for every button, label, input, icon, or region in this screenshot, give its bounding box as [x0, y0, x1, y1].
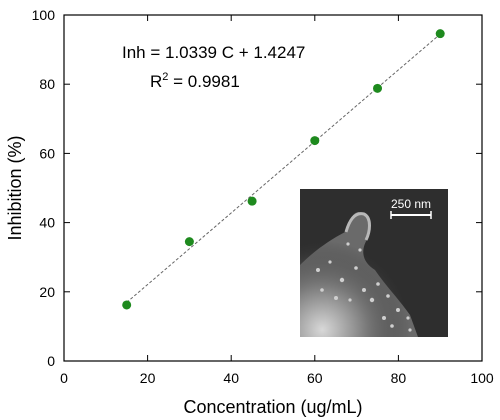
- x-tick-label: 80: [391, 370, 407, 386]
- x-tick-label: 40: [223, 370, 239, 386]
- inset-micrograph: 250 nm: [300, 189, 448, 337]
- data-point: [435, 29, 445, 39]
- x-axis-title: Concentration (ug/mL): [183, 397, 362, 417]
- data-point: [310, 136, 320, 146]
- scale-bar-label: 250 nm: [391, 197, 431, 211]
- x-tick-label: 100: [470, 370, 494, 386]
- fit-line: [126, 33, 441, 303]
- r-squared: R2 = 0.9981: [150, 71, 240, 91]
- y-axis-title: Inhibition (%): [5, 135, 25, 240]
- y-tick-label: 60: [39, 145, 55, 161]
- x-tick-label: 60: [307, 370, 323, 386]
- plot-frame: [63, 14, 483, 362]
- fit-equation: Inh = 1.0339 C + 1.4247: [122, 43, 305, 62]
- data-point: [184, 237, 194, 247]
- fit-line-group: [126, 33, 441, 303]
- x-tick-label: 20: [140, 370, 156, 386]
- data-point: [247, 196, 257, 206]
- y-tick-label: 100: [32, 7, 56, 23]
- axis-ticks: 0 20 40 60 80 100 0 20 40 60 80 100: [32, 7, 494, 386]
- y-tick-label: 0: [47, 353, 55, 369]
- data-points: [122, 29, 445, 310]
- x-tick-label: 0: [60, 370, 68, 386]
- data-point: [122, 300, 132, 310]
- scale-bar: 250 nm: [390, 197, 432, 219]
- y-tick-label: 20: [39, 284, 55, 300]
- y-tick-label: 80: [39, 76, 55, 92]
- data-point: [373, 83, 382, 93]
- y-tick-label: 40: [39, 215, 55, 231]
